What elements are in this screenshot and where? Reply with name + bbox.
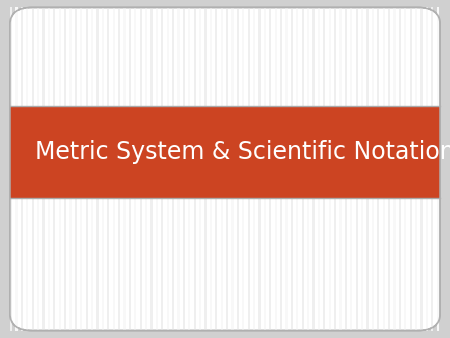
Bar [64,7,66,331]
Bar [204,7,207,331]
Bar [361,7,363,331]
Bar [420,7,423,331]
FancyBboxPatch shape [10,7,440,331]
Bar [242,7,244,331]
Bar [285,7,288,331]
Bar [161,7,163,331]
Bar [377,7,379,331]
Bar [118,7,120,331]
Bar [32,7,34,331]
Bar [426,7,428,331]
Bar [372,7,374,331]
Bar [231,7,234,331]
Bar [177,7,180,331]
Bar [388,7,390,331]
Text: Metric System & Scientific Notation: Metric System & Scientific Notation [35,140,450,164]
Bar [156,7,158,331]
Bar [107,7,109,331]
Bar [112,7,115,331]
Bar [194,7,196,331]
Bar [210,7,212,331]
Bar [269,7,271,331]
Bar [410,7,412,331]
Bar [404,7,406,331]
Bar [382,7,385,331]
Bar [436,7,439,331]
Bar [140,7,142,331]
Bar [10,106,440,198]
Bar [399,7,401,331]
Bar [86,7,88,331]
Bar [10,7,12,331]
Bar [37,7,39,331]
Bar [415,7,417,331]
Bar [199,7,201,331]
Bar [258,7,261,331]
Bar [274,7,277,331]
Bar [350,7,352,331]
Bar [48,7,50,331]
Bar [102,7,104,331]
Bar [393,7,396,331]
Bar [188,7,190,331]
Bar [215,7,217,331]
Bar [123,7,126,331]
Bar [366,7,369,331]
Bar [356,7,358,331]
Bar [53,7,55,331]
Bar [318,7,320,331]
Bar [15,7,18,331]
Bar [307,7,309,331]
Bar [80,7,82,331]
Bar [134,7,136,331]
Bar [248,7,250,331]
Bar [42,7,45,331]
Bar [150,7,153,331]
Bar [96,7,99,331]
Bar [21,7,23,331]
Bar [334,7,336,331]
Bar [328,7,331,331]
Bar [166,7,169,331]
Bar [253,7,255,331]
Bar [302,7,304,331]
Bar [339,7,342,331]
Bar [58,7,61,331]
Bar [129,7,131,331]
Bar [264,7,266,331]
Bar [280,7,282,331]
Bar [291,7,293,331]
Bar [145,7,147,331]
Bar [91,7,93,331]
Bar [69,7,72,331]
Bar [345,7,347,331]
Bar [312,7,315,331]
Bar [26,7,28,331]
Bar [431,7,433,331]
Bar [226,7,228,331]
Bar [296,7,298,331]
Bar [183,7,185,331]
Bar [237,7,239,331]
Bar [172,7,174,331]
Bar [220,7,223,331]
Bar [323,7,325,331]
Bar [75,7,77,331]
